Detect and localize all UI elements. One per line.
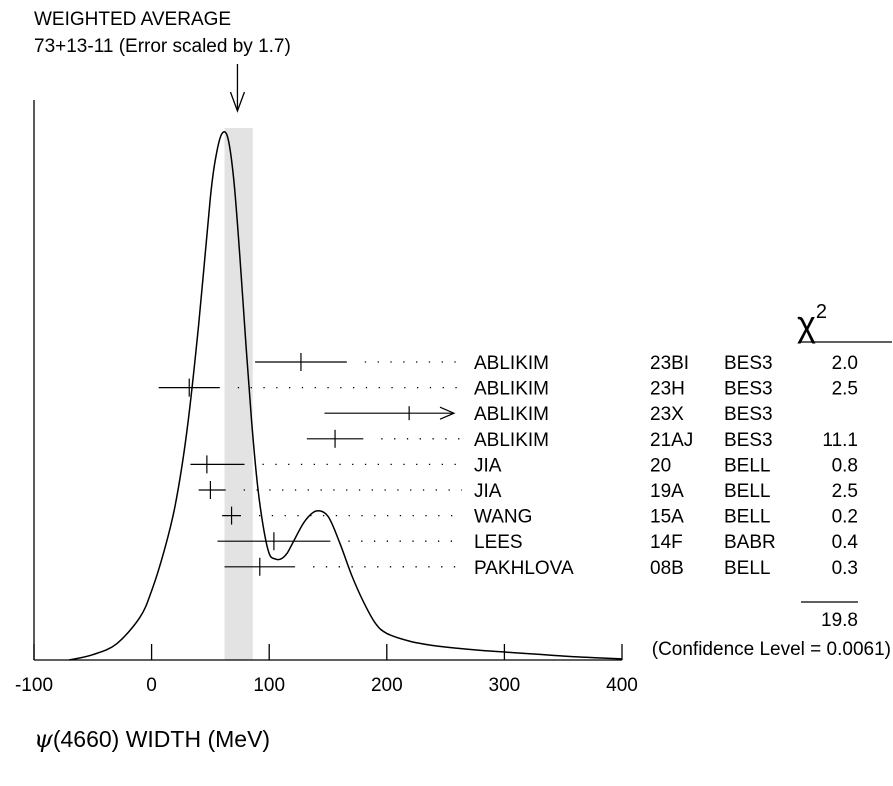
axes [33,100,623,661]
x-tick-label: 200 [371,675,403,696]
table-experiment: BABR [724,532,776,553]
table-ref: 19A [650,481,684,502]
table-chi2: 0.4 [832,532,859,553]
table-chi2: 2.5 [832,481,858,502]
x-tick-labels: -100 0 100 200 300 400 [15,675,638,696]
x-axis-title: ψ(4660) WIDTH (MeV) [34,725,270,753]
x-tick-label: 100 [253,675,285,696]
x-tick-label: -100 [15,675,53,696]
table-chi2: 2.0 [832,353,858,374]
table-ref: 23X [650,404,684,425]
table-chi2: 2.5 [832,379,858,400]
measurement-bar [190,455,462,474]
header-title: WEIGHTED AVERAGE [34,9,231,30]
measurement-bar [222,506,462,525]
measurement-table: ABLIKIM 23BI BES3 2.0 ABLIKIM 23H BES3 2.5 ABLIK… [474,353,858,579]
average-arrow-head [229,91,246,113]
table-experiment: BES3 [724,404,773,425]
table-experiment: BELL [724,481,770,502]
ideogram-curve [69,131,623,661]
table-experiment: BELL [724,507,770,528]
overflow-arrow-head [439,406,456,420]
table-author: ABLIKIM [474,353,549,374]
measurement-bar [158,378,462,397]
table-experiment: BES3 [724,353,773,374]
table-author: LEES [474,532,523,553]
table-ref: 23H [650,379,685,400]
x-tick-label: 300 [489,675,521,696]
table-author: PAKHLOVA [474,558,574,579]
table-experiment: BELL [724,558,770,579]
measurement-bar [255,353,462,371]
table-ref: 15A [650,507,684,528]
table-author: ABLIKIM [474,430,549,451]
table-ref: 23BI [650,353,689,374]
table-chi2: 0.2 [832,507,858,528]
table-author: ABLIKIM [474,404,549,425]
measurement-bar [324,406,456,421]
table-author: JIA [474,455,502,476]
table-ref: 21AJ [650,430,693,451]
measurement-bar [198,481,462,499]
table-ref: 14F [650,532,683,553]
measurement-bar [306,429,462,448]
average-band [224,128,253,660]
table-chi2: 0.3 [832,558,858,579]
x-tick-label: 0 [146,675,157,696]
table-author: JIA [474,481,502,502]
table-chi2: 0.8 [832,455,858,476]
table-chi2: 11.1 [822,430,858,451]
average-arrow [229,64,246,113]
measurement-bar [217,532,462,551]
chi2-header: χ2 [797,301,827,344]
error-bars [158,353,462,576]
header-subtitle: 73+13-11 (Error scaled by 1.7) [34,36,291,57]
table-experiment: BES3 [724,430,773,451]
table-experiment: BES3 [724,379,773,400]
table-ref: 20 [650,455,671,476]
x-tick-label: 400 [606,675,638,696]
chi2-total: 19.8 [821,610,858,631]
table-author: ABLIKIM [474,379,549,400]
table-ref: 08B [650,558,684,579]
table-author: WANG [474,507,532,528]
table-experiment: BELL [724,455,770,476]
measurement-bar [224,557,462,576]
confidence-level: (Confidence Level = 0.0061) [652,639,891,660]
